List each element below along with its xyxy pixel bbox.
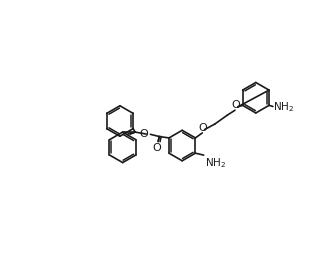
Text: NH$_2$: NH$_2$: [273, 100, 294, 114]
Text: O: O: [198, 123, 207, 133]
Text: O: O: [231, 100, 240, 110]
Text: NH$_2$: NH$_2$: [205, 157, 226, 170]
Text: O: O: [153, 143, 161, 153]
Text: O: O: [140, 129, 148, 139]
